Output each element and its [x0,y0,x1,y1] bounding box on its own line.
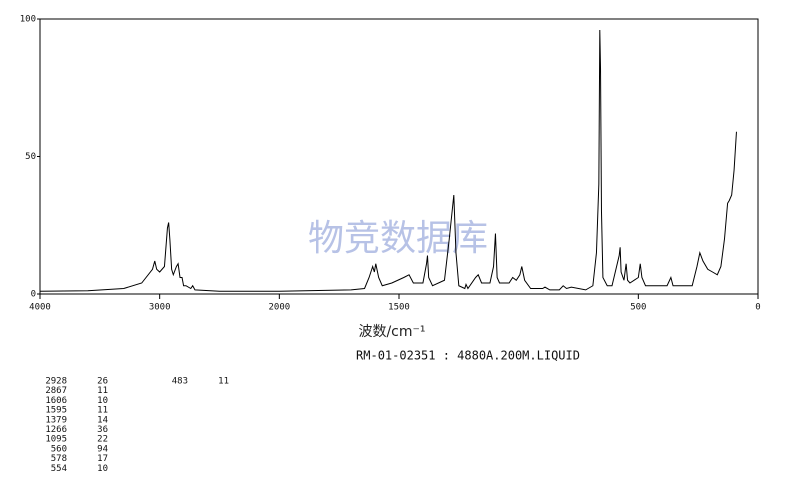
peak-wavenumber: 560 [51,444,67,454]
y-tick-label: 50 [25,152,36,162]
peak-intensity: 10 [97,396,108,406]
x-tick-label: 1500 [388,303,410,313]
peak-wavenumber: 554 [51,464,67,474]
peak-wavenumber: 1266 [45,425,67,435]
peak-intensity: 14 [97,415,108,425]
y-tick-label: 0 [31,290,36,300]
peak-wavenumber: 2928 [45,377,67,387]
watermark: 物竞数据库 [308,218,488,259]
peak-wavenumber: 1379 [45,415,67,425]
peak-intensity: 36 [97,425,108,435]
peak-intensity: 11 [97,406,108,416]
y-tick-label: 100 [20,15,36,25]
x-axis-label: 波数/cm⁻¹ [358,324,425,340]
peak-intensity: 17 [97,454,108,464]
peak-wavenumber: 2867 [45,386,67,396]
caption: RM-01-02351 : 4880A.200M.LIQUID [356,349,580,363]
peak-wavenumber: 578 [51,454,67,464]
x-tick-label: 0 [755,303,760,313]
peak-wavenumber: 1595 [45,406,67,416]
peak-wavenumber: 1606 [45,396,67,406]
peak-intensity: 94 [97,444,108,454]
x-tick-label: 2000 [268,303,290,313]
spectrum-line [39,29,737,292]
peak-intensity: 26 [97,377,108,387]
x-tick-label: 4000 [29,303,51,313]
peak-wavenumber: 1095 [45,435,67,445]
peak-intensity: 11 [97,386,108,396]
x-tick-label: 3000 [149,303,171,313]
peak-wavenumber: 483 [172,377,188,387]
peak-intensity: 11 [218,377,229,387]
x-tick-label: 500 [630,303,646,313]
peak-intensity: 10 [97,464,108,474]
peak-intensity: 22 [97,435,108,445]
